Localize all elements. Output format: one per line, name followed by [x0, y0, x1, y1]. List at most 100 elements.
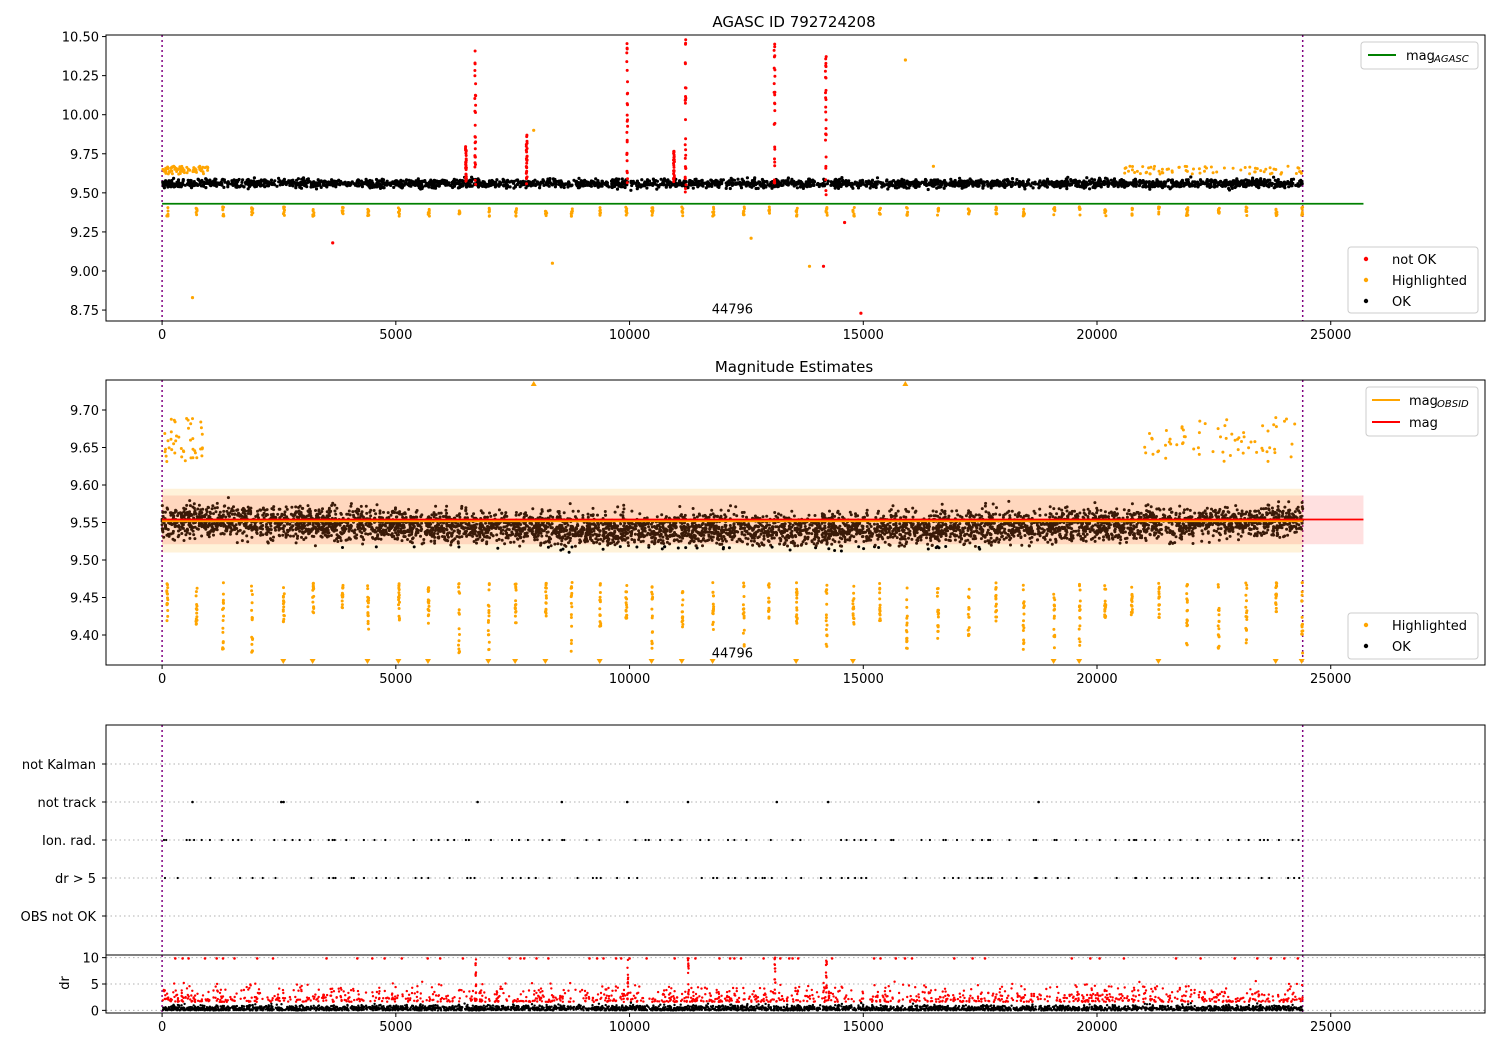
ok-point: [612, 181, 616, 185]
highlighted-point: [931, 164, 936, 168]
highlighted-points: [161, 58, 1305, 300]
ok-point: [364, 177, 368, 181]
ok-point: [294, 181, 298, 186]
ok-point: [570, 545, 574, 549]
highlighted-point: [681, 214, 685, 218]
ok-point: [736, 177, 740, 181]
ok-point: [675, 538, 679, 542]
ok-point: [296, 534, 300, 538]
ok-point: [758, 183, 762, 187]
ok-point: [192, 184, 196, 188]
not-ok-point: [525, 165, 529, 169]
ok-point: [833, 186, 837, 190]
legend-marker: [1363, 277, 1369, 283]
highlighted-point: [795, 210, 799, 214]
ok-point: [944, 522, 948, 526]
highlighted-point: [180, 164, 184, 168]
ok-point: [1205, 506, 1209, 510]
highlighted-point: [1239, 168, 1243, 172]
ok-point: [715, 541, 719, 545]
ok-point: [1278, 184, 1282, 188]
highlighted-point: [598, 206, 602, 210]
ok-point: [717, 182, 721, 186]
highlighted-point: [177, 172, 181, 176]
highlighted-point: [569, 214, 573, 218]
ok-point: [1113, 535, 1117, 539]
ok-point: [1283, 516, 1287, 519]
not-ok-point: [773, 147, 777, 151]
ok-point: [951, 184, 955, 188]
not-ok-point: [464, 145, 468, 149]
highlighted-point: [711, 214, 715, 218]
not-ok-point: [773, 101, 777, 105]
ok-point: [359, 180, 364, 184]
highlighted-point: [825, 207, 829, 211]
ok-point: [812, 180, 817, 184]
ok-point: [896, 179, 900, 183]
panel-title: Magnitude Estimates: [715, 358, 873, 376]
ok-point: [1130, 182, 1134, 186]
ok-point: [518, 185, 522, 189]
not-ok-point: [773, 45, 777, 49]
ok-point: [1272, 175, 1276, 179]
ok-point: [1257, 179, 1261, 183]
ok-point: [381, 186, 385, 190]
highlighted-point: [170, 172, 174, 176]
ok-point: [633, 181, 638, 185]
ok-point: [237, 185, 241, 189]
highlighted-point: [1294, 172, 1298, 175]
ok-point: [979, 180, 983, 184]
highlighted-point: [1052, 206, 1056, 210]
ok-point: [900, 543, 904, 547]
ok-point: [1052, 507, 1056, 511]
highlighted-point: [397, 214, 401, 218]
ok-point: [322, 180, 326, 184]
ok-point: [699, 179, 704, 183]
highlighted-point: [1198, 171, 1202, 175]
highlighted-point: [768, 211, 771, 215]
ok-point: [926, 187, 930, 192]
highlighted-point: [1217, 207, 1220, 211]
highlighted-point: [937, 206, 941, 210]
ok-point: [943, 183, 948, 187]
ok-point: [359, 504, 363, 508]
not-ok-point: [824, 138, 827, 142]
ok-point: [1008, 180, 1012, 184]
ok-point: [1147, 182, 1151, 186]
highlighted-point: [851, 210, 855, 214]
ok-point: [933, 183, 937, 187]
highlighted-point: [1184, 214, 1188, 217]
ok-point: [720, 525, 724, 529]
ok-point: [853, 182, 857, 186]
ok-point: [1077, 179, 1081, 183]
ok-point: [569, 184, 573, 188]
ok-point: [627, 544, 630, 548]
ok-point: [1272, 186, 1276, 190]
ok-point: [395, 181, 399, 185]
ok-point: [579, 180, 583, 184]
ok-point: [566, 185, 570, 189]
ok-point: [719, 178, 723, 182]
ok-point: [1103, 510, 1107, 514]
highlighted-point: [598, 213, 602, 217]
ok-point: [658, 530, 662, 533]
highlighted-point: [282, 207, 286, 211]
ok-point: [891, 504, 895, 508]
not-ok-point: [821, 264, 826, 268]
ok-point: [289, 534, 292, 538]
not-ok-point: [684, 42, 687, 46]
not-ok-point: [672, 169, 676, 173]
ok-point: [432, 515, 436, 519]
ok-point: [338, 183, 342, 187]
highlighted-point: [651, 211, 654, 215]
ok-point: [385, 182, 389, 186]
ok-point: [1060, 184, 1064, 188]
ok-point: [1250, 178, 1255, 182]
ok-point: [516, 537, 519, 541]
ok-point: [877, 546, 881, 549]
ok-point: [780, 183, 784, 187]
ok-point: [698, 513, 702, 517]
ok-point: [449, 543, 453, 547]
ok-point: [583, 183, 588, 187]
ok-point: [721, 178, 726, 182]
